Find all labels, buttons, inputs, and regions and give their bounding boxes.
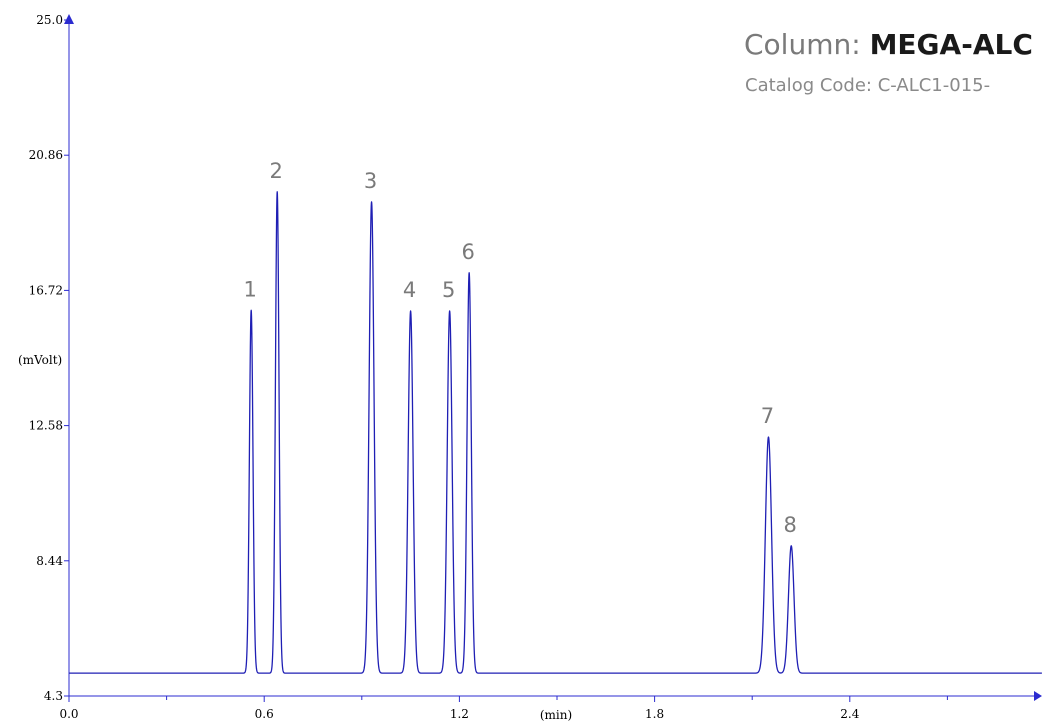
column-title: Column: MEGA-ALC <box>744 28 1033 61</box>
x-axis-title: (min) <box>540 708 572 722</box>
x-tick-label: 0.6 <box>255 707 274 721</box>
y-tick-label: 20.86 <box>29 148 63 162</box>
y-tick-label: 4.3 <box>44 689 63 703</box>
y-tick-label: 8.44 <box>36 554 63 568</box>
y-axis-arrow-icon <box>64 14 74 24</box>
y-ticks: 4.3 8.44 12.58 16.72 20.86 25.0 <box>29 13 69 703</box>
axes <box>64 14 1042 701</box>
x-tick-label: 1.2 <box>450 707 469 721</box>
peak-labels: 1 2 3 4 56 7 8 <box>243 159 796 537</box>
peak-label: 5 <box>442 278 455 302</box>
x-axis-arrow-icon <box>1034 691 1042 701</box>
x-tick-label: 2.4 <box>840 707 859 721</box>
peak-label: 3 <box>364 169 377 193</box>
catalog-code: Catalog Code: C-ALC1-015- <box>745 75 990 96</box>
y-tick-label: 16.72 <box>29 283 63 297</box>
x-ticks: 0.00.61.21.82.43 <box>59 696 1042 721</box>
y-tick-label: 12.58 <box>29 419 63 433</box>
y-axis-title: (mVolt) <box>18 353 62 367</box>
peak-label: 6 <box>461 240 474 264</box>
y-tick-label: 25.0 <box>36 13 63 27</box>
peak-label: 2 <box>270 159 283 183</box>
peak-label: 7 <box>761 404 774 428</box>
x-tick-label: 0.0 <box>59 707 78 721</box>
x-tick-label: 1.8 <box>645 707 664 721</box>
chromatogram-trace <box>68 191 1042 674</box>
column-name: MEGA-ALC <box>870 28 1033 61</box>
column-prefix: Column: <box>744 28 870 61</box>
peak-label: 4 <box>403 278 416 302</box>
peak-label: 8 <box>784 513 797 537</box>
peak-label: 1 <box>243 277 256 301</box>
